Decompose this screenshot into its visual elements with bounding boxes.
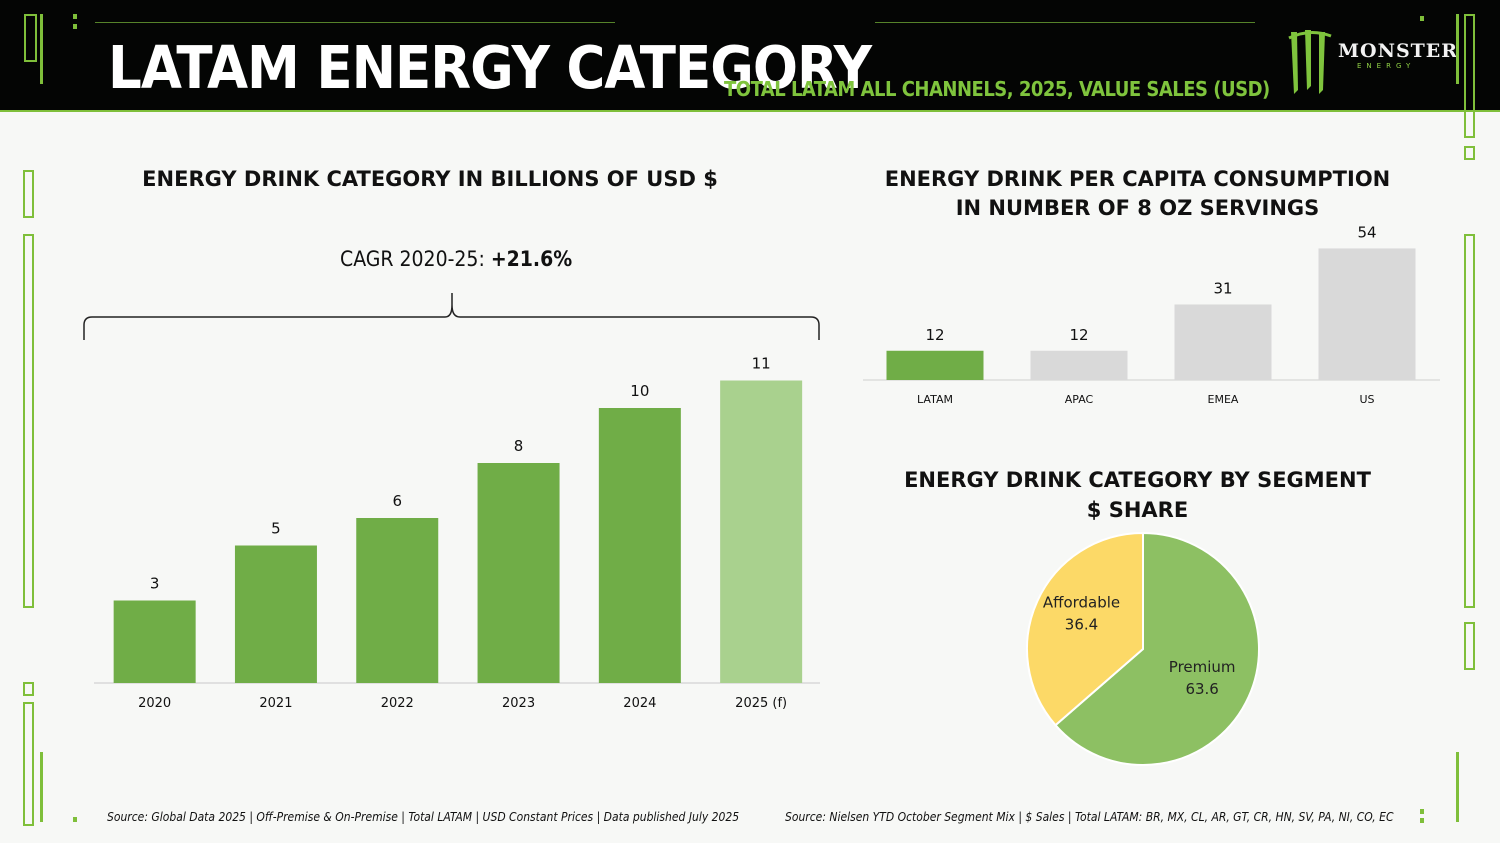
pie-value-affordable: 36.4 <box>1065 616 1098 634</box>
bar-chart-title: ENERGY DRINK CATEGORY IN BILLIONS OF USD… <box>142 167 718 191</box>
pie-label-affordable: Affordable <box>1043 594 1120 612</box>
bar-apac <box>1030 350 1128 380</box>
source-right: Source: Nielsen YTD October Segment Mix … <box>785 810 1394 824</box>
segment-title-line1: ENERGY DRINK CATEGORY BY SEGMENT <box>904 468 1371 492</box>
pie-label-premium: Premium <box>1169 658 1236 676</box>
tick-label-emea: EMEA <box>1208 393 1239 406</box>
data-label-2025-f: 11 <box>752 355 771 373</box>
data-label-2020: 3 <box>150 575 160 593</box>
footer-dot <box>1420 818 1424 823</box>
cagr-annotation: CAGR 2020-25: +21.6% <box>340 247 572 271</box>
cagr-value: +21.6% <box>490 247 573 271</box>
footer-dot <box>1420 809 1424 814</box>
frame-mark <box>40 752 43 822</box>
pie-value-premium: 63.6 <box>1185 680 1218 698</box>
data-label-us: 54 <box>1357 225 1376 241</box>
frame-mark <box>40 14 43 84</box>
tick-label-us: US <box>1359 393 1374 406</box>
data-label-2023: 8 <box>514 437 524 455</box>
bar-2025-f <box>720 380 803 683</box>
source-left: Source: Global Data 2025 | Off-Premise &… <box>107 810 740 824</box>
bar-2024 <box>598 408 681 683</box>
header-dot <box>1420 16 1424 21</box>
bar-latam <box>886 350 984 380</box>
frame-mark <box>1464 146 1475 160</box>
cagr-label: CAGR 2020-25: <box>340 247 491 271</box>
data-label-2021: 5 <box>271 520 281 538</box>
logo-subword: ENERGY <box>1357 62 1416 70</box>
bar-us <box>1318 248 1416 380</box>
page-title: LATAM ENERGY CATEGORY <box>108 33 872 102</box>
tick-label-2025-f: 2025 (f) <box>735 696 787 711</box>
monster-logo: MONSTER ENERGY <box>1285 28 1459 98</box>
frame-mark <box>23 234 34 608</box>
header-bar: LATAM ENERGY CATEGORY TOTAL LATAM ALL CH… <box>0 0 1500 112</box>
page-subtitle: TOTAL LATAM ALL CHANNELS, 2025, VALUE SA… <box>724 77 1270 101</box>
per-capita-title-line1: ENERGY DRINK PER CAPITA CONSUMPTION <box>884 167 1391 191</box>
frame-mark <box>24 14 37 62</box>
tick-label-2023: 2023 <box>502 696 535 711</box>
frame-mark <box>1464 14 1475 138</box>
bar-2023 <box>477 463 560 683</box>
per-capita-bar-chart: 12 LATAM 12 APAC 31 EMEA 54 US <box>863 225 1440 406</box>
tick-label-2024: 2024 <box>623 696 656 711</box>
frame-mark <box>23 170 34 218</box>
frame-mark <box>23 702 34 826</box>
frame-mark <box>23 682 34 696</box>
pie-slice-premium <box>1054 531 1260 766</box>
cagr-bracket <box>83 293 820 340</box>
frame-mark <box>1464 234 1475 608</box>
claw-mark-icon <box>1288 30 1332 94</box>
tick-label-apac: APAC <box>1065 393 1094 406</box>
bar-emea <box>1174 304 1272 380</box>
sales-bar-chart: 3 2020 5 2021 6 2022 8 2023 10 2024 11 2025 (f) <box>83 293 820 711</box>
logo-wordmark: MONSTER <box>1338 40 1459 62</box>
frame-mark <box>1464 622 1475 670</box>
header-dot <box>73 14 77 19</box>
header-rule-right <box>875 22 1255 23</box>
segment-title-line2: $ SHARE <box>1086 498 1189 522</box>
frame-mark <box>1456 752 1459 822</box>
bar-2020 <box>113 600 196 683</box>
data-label-2024: 10 <box>630 382 649 400</box>
header-dot <box>73 24 77 29</box>
footer-dot <box>73 817 77 822</box>
pie-slice-affordable <box>1026 531 1144 727</box>
data-label-apac: 12 <box>1069 326 1088 344</box>
frame-mark <box>1456 14 1459 84</box>
tick-label-2021: 2021 <box>259 696 292 711</box>
data-label-2022: 6 <box>392 492 402 510</box>
tick-label-2020: 2020 <box>138 696 171 711</box>
tick-label-2022: 2022 <box>381 696 414 711</box>
per-capita-title-line2: IN NUMBER OF 8 OZ SERVINGS <box>955 196 1320 220</box>
header-rule-left <box>95 22 615 23</box>
segment-pie-chart: Premium 63.6 Affordable 36.4 <box>1026 531 1260 766</box>
data-label-emea: 31 <box>1213 279 1232 297</box>
bar-2022 <box>356 518 439 683</box>
tick-label-latam: LATAM <box>917 393 953 406</box>
bar-2021 <box>234 545 317 683</box>
data-label-latam: 12 <box>925 326 944 344</box>
